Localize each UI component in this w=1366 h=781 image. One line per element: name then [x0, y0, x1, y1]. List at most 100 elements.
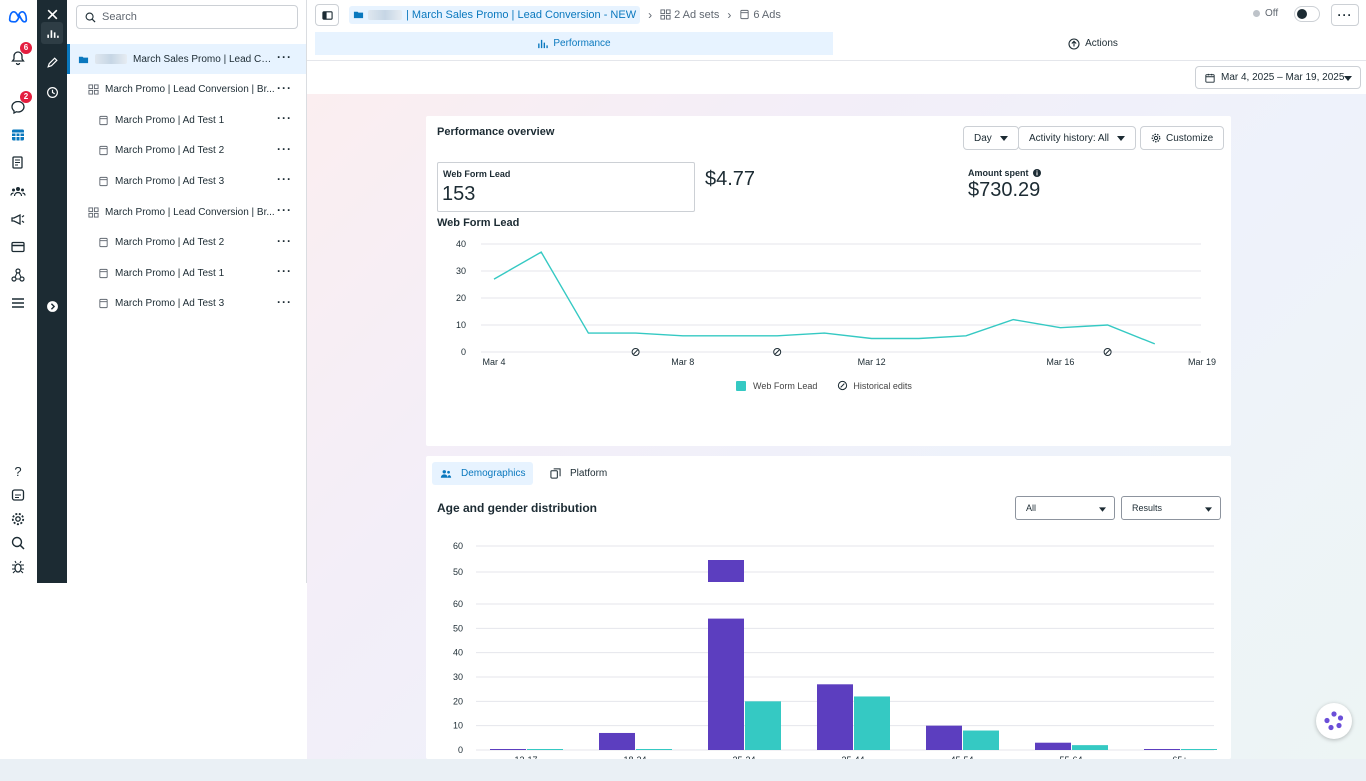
- gender-filter-dropdown[interactable]: All: [1015, 496, 1115, 520]
- tree-item-campaign[interactable]: March Sales Promo | Lead Con... ···: [67, 44, 306, 74]
- breadcrumb-separator: ›: [727, 7, 732, 22]
- calendar-icon: [1205, 73, 1215, 83]
- amount-spent: Amount spent $730.29: [968, 168, 1041, 202]
- top-bar: | March Sales Promo | Lead Conversion - …: [307, 0, 1366, 30]
- demographics-card: Demographics Platform Age and gender dis…: [426, 456, 1231, 759]
- granularity-dropdown[interactable]: Day: [963, 126, 1019, 150]
- audiences-icon[interactable]: [8, 181, 28, 201]
- more-options-icon[interactable]: ···: [277, 203, 292, 217]
- tab-platform[interactable]: Platform: [546, 462, 611, 485]
- tree-item-ad[interactable]: March Promo | Ad Test 2 ···: [67, 136, 306, 166]
- more-options-icon[interactable]: ···: [277, 233, 292, 248]
- expand-arrow-icon[interactable]: [44, 298, 60, 314]
- settings-icon[interactable]: [8, 509, 28, 529]
- line-chart-title: Web Form Lead: [437, 217, 520, 229]
- platform-icon: [550, 468, 561, 479]
- more-options-icon[interactable]: ···: [277, 141, 292, 156]
- date-range-picker[interactable]: Mar 4, 2025 – Mar 19, 2025: [1195, 66, 1361, 89]
- bottom-strip: [0, 759, 1366, 781]
- billing-icon[interactable]: [8, 237, 28, 257]
- status-dot: [1253, 10, 1260, 17]
- info-icon[interactable]: [1032, 169, 1041, 177]
- close-icon[interactable]: [44, 6, 60, 22]
- tree-item-ad[interactable]: March Promo | Ad Test 2 ···: [67, 228, 306, 258]
- search-icon[interactable]: [8, 533, 28, 553]
- breadcrumb-adsets-label: 2 Ad sets: [674, 8, 720, 21]
- messages-icon[interactable]: 2: [8, 91, 32, 117]
- chevron-down-icon: [1117, 135, 1126, 141]
- tab-demographics[interactable]: Demographics: [432, 462, 534, 485]
- messages-badge: 2: [20, 91, 32, 103]
- x-tick-label: Mar 16: [1046, 357, 1074, 367]
- edit-icon[interactable]: [44, 54, 60, 70]
- chevron-down-icon: [999, 135, 1008, 141]
- more-options-icon[interactable]: ···: [277, 111, 292, 126]
- legend-historical-edits[interactable]: Historical edits: [837, 380, 912, 391]
- tab-performance[interactable]: Performance: [315, 32, 833, 55]
- toggle-panel-button[interactable]: [315, 4, 339, 26]
- tree-search[interactable]: [76, 5, 298, 29]
- redacted-account-name: [368, 9, 402, 20]
- ai-assistant-button[interactable]: [1316, 703, 1352, 739]
- performance-overview-card: Performance overview Day Activity histor…: [426, 116, 1231, 446]
- tree-item-ad[interactable]: March Promo | Ad Test 3 ···: [67, 289, 306, 319]
- performance-title: Performance overview: [437, 126, 555, 138]
- more-options-icon[interactable]: ···: [277, 294, 292, 309]
- tree-item-ad[interactable]: March Promo | Ad Test 1 ···: [67, 258, 306, 288]
- bar-35-44: [854, 696, 890, 750]
- business-icon[interactable]: [8, 265, 28, 285]
- tree-item-label: March Promo | Ad Test 2: [115, 145, 225, 157]
- debug-icon[interactable]: [8, 557, 28, 577]
- tree-item-adset[interactable]: March Promo | Lead Conversion | Br... ···: [67, 75, 306, 105]
- breadcrumb-ads-label: 6 Ads: [753, 8, 781, 21]
- customize-button[interactable]: Customize: [1140, 126, 1225, 150]
- tree-item-label: March Promo | Lead Conversion | Br...: [105, 84, 275, 96]
- bar-35-44: [817, 684, 853, 750]
- history-icon[interactable]: [44, 84, 60, 100]
- bar-45-54: [963, 730, 999, 750]
- ads-manager-icon[interactable]: [8, 125, 28, 145]
- overview-chart-icon[interactable]: [41, 22, 63, 44]
- tab-performance-label: Performance: [553, 38, 611, 49]
- notifications-icon[interactable]: 6: [8, 42, 32, 68]
- adsets-grid-icon: [660, 9, 671, 20]
- chevron-down-icon: [1099, 507, 1106, 512]
- metric-filter-dropdown[interactable]: Results: [1121, 496, 1221, 520]
- bar-18-24: [599, 732, 635, 750]
- more-options-icon[interactable]: ···: [277, 50, 292, 64]
- campaigns-icon[interactable]: [8, 209, 28, 229]
- more-options-button[interactable]: ···: [1331, 4, 1359, 26]
- bar-65+: [1144, 749, 1180, 750]
- ad-icon: [97, 114, 109, 126]
- tree-search-input[interactable]: [102, 11, 282, 23]
- y-tick-label: 40: [453, 648, 463, 658]
- adset-grid-icon: [87, 84, 99, 96]
- breadcrumb-campaign[interactable]: | March Sales Promo | Lead Conversion - …: [349, 5, 641, 24]
- historical-edit-slash: [633, 349, 638, 355]
- x-tick-label: Mar 4: [482, 357, 505, 367]
- x-tick-label: 25-34: [732, 755, 755, 759]
- metric-web-form-lead[interactable]: Web Form Lead 153: [437, 162, 695, 212]
- menu-icon[interactable]: [8, 293, 28, 313]
- granularity-label: Day: [974, 132, 992, 144]
- pages-icon[interactable]: [8, 153, 28, 173]
- ad-icon: [97, 175, 109, 187]
- more-options-icon[interactable]: ···: [277, 80, 292, 95]
- help-icon[interactable]: ?: [8, 461, 28, 481]
- metric-filter-label: Results: [1132, 503, 1163, 513]
- more-options-icon[interactable]: ···: [277, 172, 292, 187]
- campaign-toggle[interactable]: [1294, 6, 1320, 22]
- more-options-icon[interactable]: ···: [277, 264, 292, 279]
- activity-history-dropdown[interactable]: Activity history: All: [1018, 126, 1137, 150]
- reports-icon[interactable]: [8, 485, 28, 505]
- split-view-icon: [321, 10, 333, 20]
- tree-item-ad[interactable]: March Promo | Ad Test 3 ···: [67, 166, 306, 196]
- tab-actions[interactable]: Actions: [833, 32, 1353, 55]
- tree-item-adset[interactable]: March Promo | Lead Conversion | Br... ···: [67, 197, 306, 227]
- tree-item-ad[interactable]: March Promo | Ad Test 1 ···: [67, 105, 306, 135]
- y-tick-label: 60: [453, 599, 463, 609]
- breadcrumb-adsets[interactable]: 2 Ad sets: [660, 9, 719, 21]
- breadcrumb-ads[interactable]: 6 Ads: [739, 9, 781, 21]
- x-tick-label: 18-24: [623, 755, 646, 759]
- meta-logo-icon[interactable]: [8, 6, 28, 26]
